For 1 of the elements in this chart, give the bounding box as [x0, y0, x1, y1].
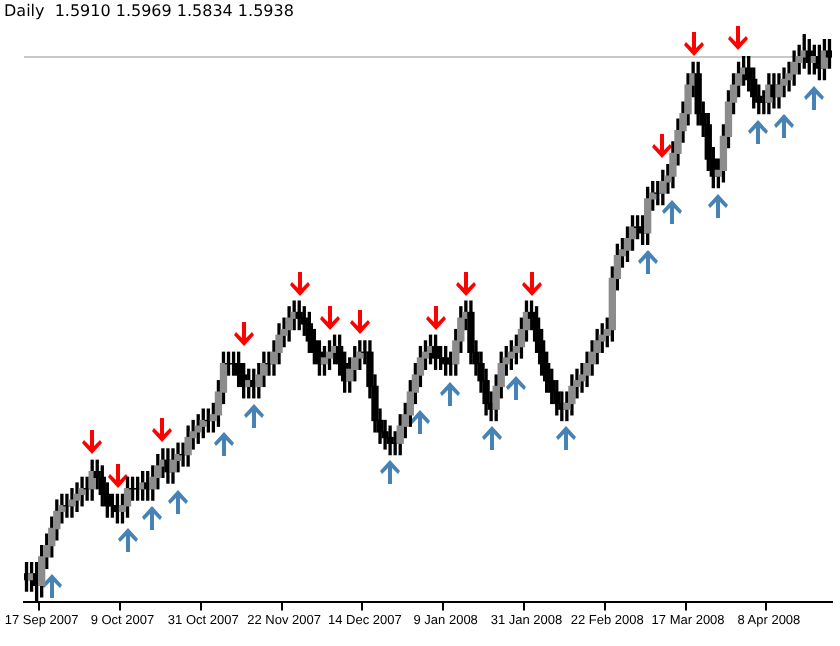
chart-title: Daily 1.5910 1.5969 1.5834 1.5938 [4, 2, 294, 20]
